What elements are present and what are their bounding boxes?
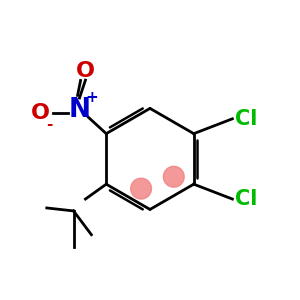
Text: O: O (76, 61, 95, 81)
Text: +: + (85, 91, 98, 106)
Text: -: - (46, 117, 53, 132)
Text: O: O (32, 103, 50, 123)
Circle shape (164, 166, 184, 187)
Text: Cl: Cl (236, 109, 258, 129)
Circle shape (131, 178, 152, 199)
Text: Cl: Cl (236, 189, 258, 209)
Text: N: N (68, 97, 91, 123)
